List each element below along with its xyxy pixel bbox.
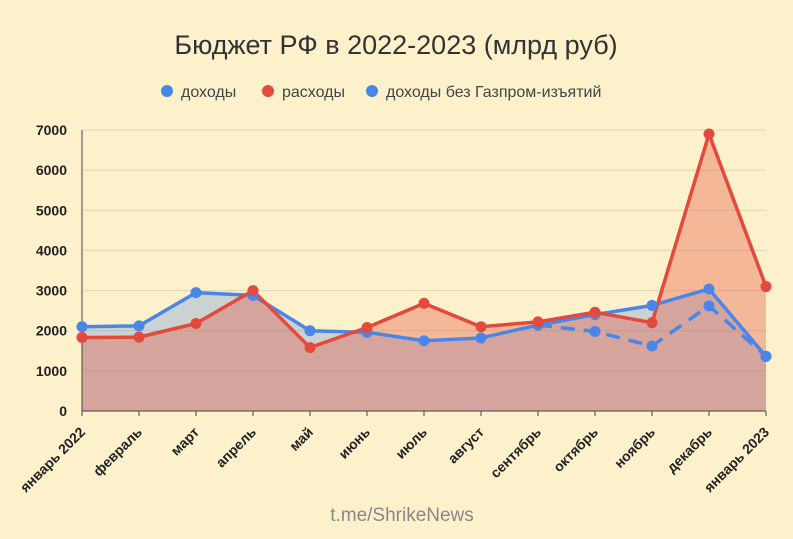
area-expenses	[82, 134, 766, 411]
point-revenue-ex-gazprom	[703, 300, 715, 312]
point-revenue	[418, 335, 430, 347]
point-revenue-ex-gazprom	[646, 340, 658, 352]
point-expenses	[760, 281, 772, 293]
y-tick-label: 0	[59, 403, 67, 419]
x-tick-label: август	[444, 424, 487, 467]
series-areas	[82, 134, 766, 411]
legend-label-revenue: доходы	[181, 84, 236, 101]
point-revenue	[304, 325, 316, 337]
legend-marker-revenue-ex-gazprom	[366, 85, 378, 97]
x-tick-label: январь 2022	[17, 424, 89, 496]
point-expenses	[475, 321, 487, 333]
point-expenses	[133, 331, 145, 343]
legend-marker-expenses	[262, 85, 274, 97]
point-revenue	[646, 299, 658, 311]
legend-label-revenue-ex-gazprom: доходы без Газпром-изъятий	[386, 84, 601, 101]
y-tick-label: 6000	[36, 162, 67, 178]
chart-title: Бюджет РФ в 2022-2023 (млрд руб)	[174, 30, 617, 60]
x-tick-label: май	[286, 424, 316, 454]
x-tick-label: февраль	[90, 424, 146, 480]
point-expenses	[304, 342, 316, 354]
source-label: t.me/ShrikeNews	[330, 505, 474, 526]
point-expenses	[418, 297, 430, 309]
x-tick-label: декабрь	[663, 424, 715, 476]
point-revenue	[133, 320, 145, 332]
point-expenses	[76, 332, 88, 344]
point-expenses	[646, 317, 658, 329]
x-tick-label: март	[167, 424, 202, 459]
point-revenue	[76, 321, 88, 333]
point-expenses	[589, 306, 601, 318]
point-expenses	[703, 128, 715, 140]
legend-label-expenses: расходы	[282, 84, 345, 101]
legend: доходы расходы доходы без Газпром-изъятий	[161, 84, 601, 101]
x-tick-labels: январь 2022 февраль март апрель май июнь июль а…	[17, 424, 773, 496]
point-revenue	[190, 287, 202, 299]
x-tick-label: июль	[392, 424, 430, 462]
y-tick-label: 7000	[36, 122, 67, 138]
x-tick-label: ноябрь	[611, 424, 659, 472]
axes	[81, 130, 767, 416]
point-revenue-ex-gazprom	[589, 326, 601, 338]
x-tick-label: октябрь	[550, 424, 601, 475]
y-tick-label: 5000	[36, 202, 67, 218]
y-tick-label: 1000	[36, 363, 67, 379]
point-expenses	[532, 316, 544, 328]
x-tick-label: апрель	[212, 424, 259, 471]
point-expenses	[361, 322, 373, 334]
point-revenue	[760, 350, 772, 362]
y-tick-label: 2000	[36, 323, 67, 339]
x-tick-label: сентябрь	[487, 424, 544, 481]
legend-marker-revenue	[161, 85, 173, 97]
y-tick-labels: 0 1000 2000 3000 4000 5000 6000 7000	[36, 122, 67, 419]
point-expenses	[247, 285, 259, 297]
point-expenses	[190, 317, 202, 329]
y-tick-label: 3000	[36, 283, 67, 299]
y-tick-label: 4000	[36, 242, 67, 258]
point-revenue	[475, 332, 487, 344]
x-tick-label: июнь	[335, 424, 373, 462]
series-points	[76, 128, 772, 362]
point-revenue	[703, 283, 715, 295]
